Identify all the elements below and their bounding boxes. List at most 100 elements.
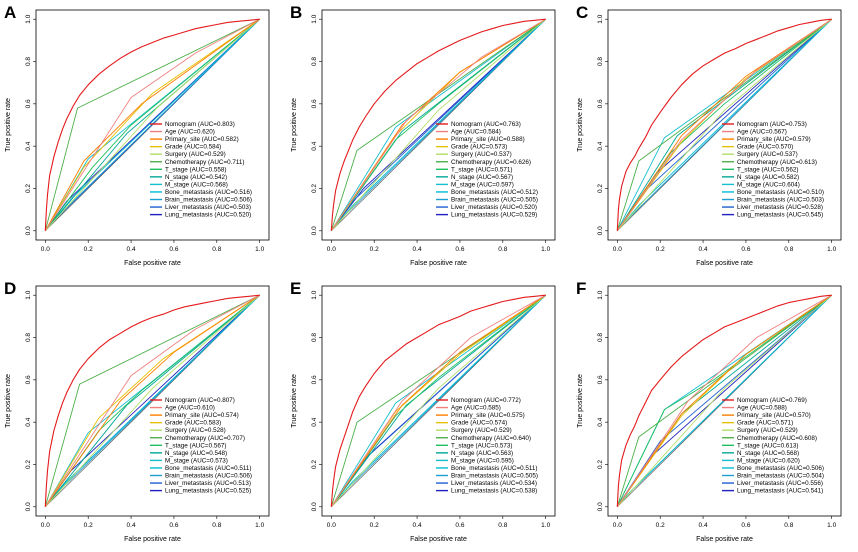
legend-entry: Liver_metastasis (AUC=0.534) <box>451 480 537 487</box>
legend-entry: Chemotherapy (AUC=0.608) <box>737 435 817 442</box>
legend-entry: Liver_metastasis (AUC=0.513) <box>165 480 251 487</box>
y-tick-label: 0.4 <box>311 417 318 426</box>
legend-entry: Lung_metastasis (AUC=0.538) <box>451 488 537 495</box>
y-tick-label: 0.6 <box>25 99 32 108</box>
x-tick-label: 0.6 <box>455 522 464 529</box>
legend-entry: Age (AUC=0.567) <box>737 129 787 136</box>
roc-panel-b: B 0.0 0.0 0.2 0.2 0.4 0.4 0.6 0.6 0.8 0.8 1.0 1.0 Fal… <box>290 3 556 267</box>
roc-curve-0 <box>616 18 832 231</box>
x-tick-label: 0.0 <box>613 522 622 529</box>
legend-entry: Liver_metastasis (AUC=0.520) <box>451 204 537 211</box>
y-tick-label: 1.0 <box>25 14 32 23</box>
y-tick-label: 1.0 <box>311 14 318 23</box>
roc-curve-2 <box>616 294 832 508</box>
roc-curve-2 <box>44 18 260 232</box>
legend-entry: Primary_site (AUC=0.574) <box>165 412 239 419</box>
roc-curve-5 <box>616 18 832 231</box>
roc-curve-7 <box>616 18 832 232</box>
roc-curve-3 <box>44 18 260 232</box>
x-tick-label: 0.6 <box>741 246 750 253</box>
y-tick-label: 0.0 <box>311 226 318 235</box>
roc-curve-5 <box>330 18 546 231</box>
y-tick-label: 0.0 <box>25 226 32 235</box>
x-tick-label: 0.2 <box>370 246 379 253</box>
legend-entry: Surgery (AUC=0.528) <box>165 427 226 434</box>
roc-curve-8 <box>330 18 546 232</box>
plot-frame <box>607 285 842 517</box>
legend-entry: Bone_metastasis (AUC=0.511) <box>165 465 252 472</box>
y-tick-label: 0.2 <box>597 184 604 193</box>
plot-frame <box>321 285 556 517</box>
y-tick-label: 0.2 <box>597 460 604 469</box>
legend-entry: Surgery (AUC=0.537) <box>737 151 798 158</box>
x-tick-label: 0.6 <box>169 246 178 253</box>
legend-entry: Chemotherapy (AUC=0.707) <box>165 435 245 442</box>
y-tick-label: 0.8 <box>597 333 604 342</box>
legend-entry: Nomogram (AUC=0.763) <box>451 121 521 128</box>
roc-curve-7 <box>330 294 546 508</box>
legend-entry: Brain_metastasis (AUC=0.504) <box>737 473 824 480</box>
legend-entry: Primary_site (AUC=0.570) <box>737 412 811 419</box>
x-tick-label: 0.6 <box>455 246 464 253</box>
legend-entry: Primary_site (AUC=0.575) <box>451 412 525 419</box>
legend-entry: Age (AUC=0.620) <box>165 129 215 136</box>
legend-entry: Age (AUC=0.584) <box>451 129 501 136</box>
y-tick-label: 0.4 <box>311 141 318 150</box>
legend-entry: T_stage (AUC=0.567) <box>165 442 226 449</box>
y-tick-label: 0.8 <box>25 333 32 342</box>
y-tick-label: 0.6 <box>311 375 318 384</box>
legend-entry: Age (AUC=0.588) <box>737 405 787 412</box>
legend-entry: Grade (AUC=0.573) <box>451 144 507 151</box>
legend-entry: Bone_metastasis (AUC=0.506) <box>737 465 824 472</box>
y-tick-label: 0.4 <box>25 417 32 426</box>
roc-panel-d: D 0.0 0.0 0.2 0.2 0.4 0.4 0.6 0.6 0.8 0.8 1.0 1.0 Fal… <box>4 279 270 543</box>
x-axis-title: False positive rate <box>410 536 467 543</box>
y-tick-label: 0.8 <box>25 57 32 66</box>
y-tick-label: 0.4 <box>25 141 32 150</box>
legend-entry: M_stage (AUC=0.595) <box>451 457 514 464</box>
legend-entry: Brain_metastasis (AUC=0.503) <box>737 197 824 204</box>
legend-entry: Lung_metastasis (AUC=0.520) <box>165 212 251 219</box>
roc-curve-0 <box>44 18 260 231</box>
x-tick-label: 0.4 <box>413 246 422 253</box>
roc-curve-5 <box>44 18 260 231</box>
y-tick-label: 0.6 <box>25 375 32 384</box>
y-tick-label: 0.8 <box>597 57 604 66</box>
legend-entry: Chemotherapy (AUC=0.640) <box>451 435 531 442</box>
x-tick-label: 0.8 <box>784 246 793 253</box>
roc-panel-a: A 0.0 0.0 0.2 0.2 0.4 0.4 0.6 0.6 0.8 0.8 1.0 1.0 Fal… <box>4 3 270 267</box>
roc-curve-5 <box>44 294 260 507</box>
x-tick-label: 1.0 <box>255 246 264 253</box>
y-tick-label: 0.6 <box>597 375 604 384</box>
panel-letter: D <box>4 279 16 298</box>
roc-curve-4 <box>44 18 260 232</box>
x-tick-label: 0.2 <box>84 522 93 529</box>
x-axis-title: False positive rate <box>124 536 181 543</box>
y-tick-label: 1.0 <box>25 290 32 299</box>
roc-curve-6 <box>44 18 260 232</box>
x-tick-label: 0.2 <box>370 522 379 529</box>
y-tick-label: 0.6 <box>311 99 318 108</box>
x-tick-label: 0.0 <box>327 522 336 529</box>
legend-entry: N_stage (AUC=0.542) <box>165 174 227 181</box>
legend-entry: Nomogram (AUC=0.769) <box>737 397 807 404</box>
x-tick-label: 0.4 <box>699 522 708 529</box>
y-tick-label: 0.6 <box>597 99 604 108</box>
x-tick-label: 0.4 <box>699 246 708 253</box>
x-tick-label: 0.4 <box>127 246 136 253</box>
x-tick-label: 1.0 <box>255 522 264 529</box>
legend-entry: T_stage (AUC=0.573) <box>451 442 512 449</box>
x-tick-label: 1.0 <box>541 522 550 529</box>
x-tick-label: 0.0 <box>41 522 50 529</box>
x-axis-title: False positive rate <box>696 260 753 267</box>
x-tick-label: 0.8 <box>498 246 507 253</box>
plot-frame <box>35 9 270 241</box>
roc-curve-7 <box>44 294 260 508</box>
legend-entry: Liver_metastasis (AUC=0.528) <box>737 204 823 211</box>
x-tick-label: 0.6 <box>169 522 178 529</box>
y-tick-label: 1.0 <box>597 290 604 299</box>
legend-entry: N_stage (AUC=0.568) <box>737 450 799 457</box>
legend-entry: N_stage (AUC=0.582) <box>737 174 799 181</box>
y-tick-label: 0.0 <box>311 502 318 511</box>
roc-panel-f: F 0.0 0.0 0.2 0.2 0.4 0.4 0.6 0.6 0.8 0.8 1.0 1.0 Fal… <box>576 279 842 543</box>
